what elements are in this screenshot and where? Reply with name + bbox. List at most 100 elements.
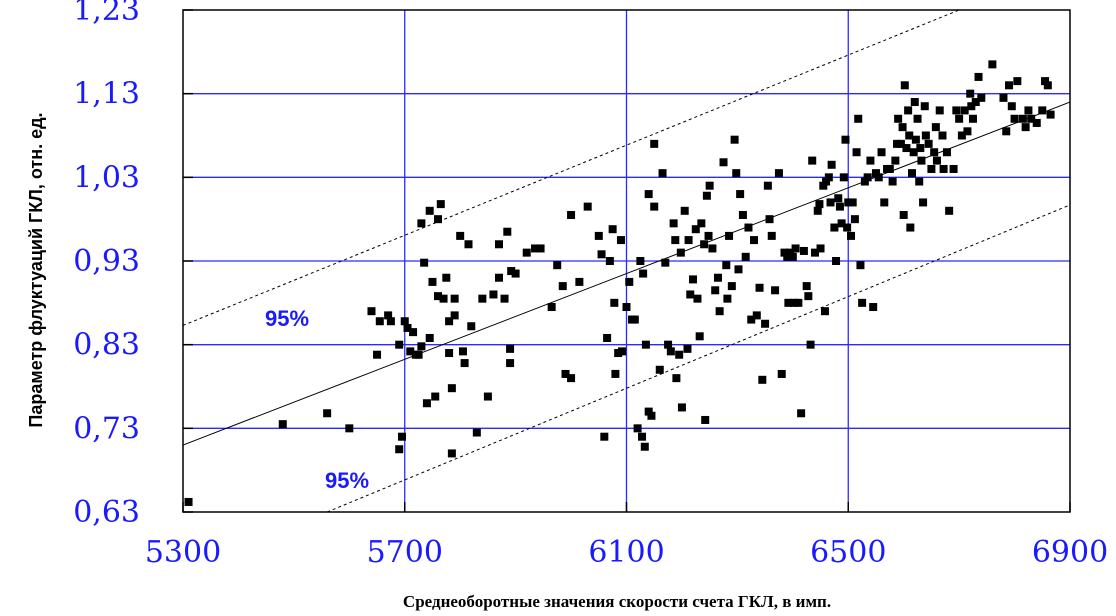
- data-point: [693, 294, 702, 303]
- data-point: [489, 290, 498, 299]
- data-point: [896, 139, 905, 148]
- data-point: [808, 156, 817, 165]
- data-point: [664, 340, 673, 349]
- data-point: [843, 223, 852, 232]
- data-point: [744, 223, 753, 232]
- data-point: [655, 365, 664, 374]
- data-point: [633, 424, 642, 433]
- data-point: [506, 344, 515, 353]
- data-point: [898, 123, 907, 132]
- data-point: [445, 317, 454, 326]
- data-point: [506, 359, 515, 368]
- data-point: [447, 449, 456, 458]
- data-point: [968, 114, 977, 123]
- data-point: [1032, 118, 1041, 127]
- data-point: [955, 114, 964, 123]
- data-point: [771, 286, 780, 295]
- data-point: [1024, 106, 1033, 115]
- data-point: [1041, 77, 1050, 86]
- data-point: [425, 333, 434, 342]
- data-point: [921, 131, 930, 140]
- data-point: [847, 231, 856, 240]
- data-point: [752, 311, 761, 320]
- y-tick-labels: 0,63 0,73 0,83 0,93 1,03 1,13 1,23: [73, 0, 140, 530]
- data-point: [445, 349, 454, 358]
- data-point: [880, 198, 889, 207]
- data-point: [904, 106, 913, 115]
- data-point: [478, 294, 487, 303]
- data-point: [806, 340, 815, 349]
- data-point: [927, 164, 936, 173]
- data-point: [830, 223, 839, 232]
- data-point: [608, 225, 617, 234]
- y-tick-label: 0,63: [73, 495, 140, 530]
- data-point: [917, 156, 926, 165]
- data-point: [839, 173, 848, 182]
- data-point: [866, 156, 875, 165]
- data-point: [395, 445, 404, 454]
- data-point: [848, 198, 857, 207]
- data-point: [434, 215, 443, 224]
- x-tick-label: 6900: [1032, 535, 1108, 570]
- data-point: [871, 169, 880, 178]
- data-point: [723, 294, 732, 303]
- data-point: [1018, 114, 1027, 123]
- data-point: [507, 267, 516, 276]
- data-point: [500, 294, 509, 303]
- data-point: [345, 424, 354, 433]
- data-point: [561, 369, 570, 378]
- data-point: [816, 244, 825, 253]
- data-point: [671, 236, 680, 245]
- data-point: [727, 282, 736, 291]
- data-point: [450, 311, 459, 320]
- data-point: [700, 240, 709, 249]
- data-point: [910, 98, 919, 107]
- y-tick-label: 0,83: [73, 328, 140, 363]
- data-point: [367, 307, 376, 316]
- data-point: [780, 248, 789, 257]
- data-point: [939, 164, 948, 173]
- data-point: [414, 350, 423, 359]
- data-point: [713, 273, 722, 282]
- data-point: [736, 190, 745, 199]
- data-point: [784, 298, 793, 307]
- data-point: [522, 248, 531, 257]
- data-point: [458, 347, 467, 356]
- data-point: [442, 273, 451, 282]
- data-point: [553, 261, 562, 270]
- data-point: [323, 409, 332, 418]
- data-point: [725, 231, 734, 240]
- data-point: [906, 223, 915, 232]
- data-point: [683, 344, 692, 353]
- data-point: [406, 347, 415, 356]
- y-tick-label: 0,73: [73, 411, 140, 446]
- y-tick-label: 1,03: [73, 160, 140, 195]
- data-point: [763, 181, 772, 190]
- data-point: [597, 250, 606, 259]
- data-point: [858, 298, 867, 307]
- data-point: [567, 210, 576, 219]
- data-point: [894, 114, 903, 123]
- data-point: [988, 60, 997, 69]
- data-point: [666, 347, 675, 356]
- data-point: [900, 81, 909, 90]
- data-point: [783, 252, 792, 261]
- grid-lines: [182, 9, 1071, 513]
- data-point: [824, 173, 833, 182]
- data-point: [611, 369, 620, 378]
- data-point: [747, 315, 756, 324]
- data-point: [1010, 114, 1019, 123]
- data-point: [409, 328, 418, 337]
- data-point: [767, 231, 776, 240]
- data-point: [966, 89, 975, 98]
- data-point: [644, 190, 653, 199]
- data-point: [888, 177, 897, 186]
- data-point: [638, 432, 647, 441]
- data-point: [869, 303, 878, 312]
- data-point: [701, 415, 710, 424]
- data-point: [977, 93, 986, 102]
- data-point: [916, 144, 925, 153]
- data-point: [967, 102, 976, 111]
- data-point: [439, 294, 448, 303]
- data-point: [949, 164, 958, 173]
